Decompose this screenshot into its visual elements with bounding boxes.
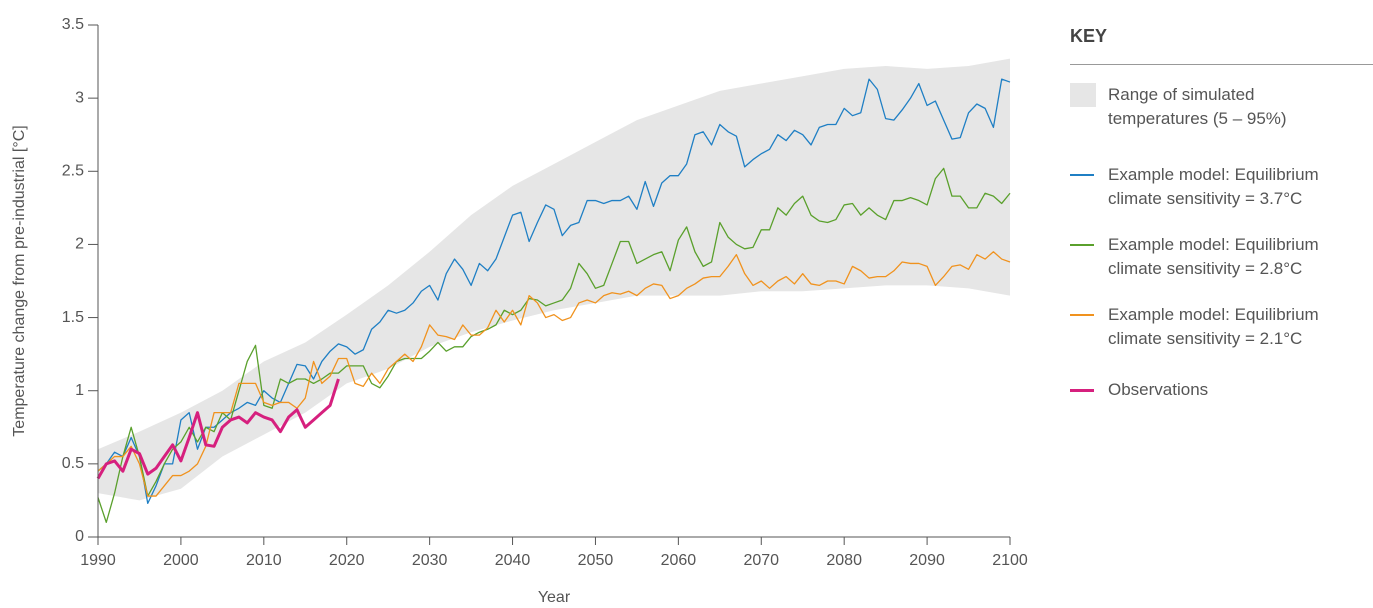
x-tick-label: 2100: [992, 552, 1028, 569]
legend-title: KEY: [1070, 26, 1108, 46]
legend-swatch: [1070, 314, 1094, 316]
y-tick-label: 2.5: [62, 163, 84, 180]
x-tick-label: 2050: [578, 552, 614, 569]
legend-label: Example model: Equilibrium climate sensi…: [1108, 235, 1319, 278]
legend-label: Example model: Equilibrium climate sensi…: [1108, 305, 1319, 348]
legend-label: Range of simulated temperatures (5 – 95%…: [1108, 85, 1287, 128]
y-axis-title: Temperature change from pre-industrial […: [11, 125, 28, 436]
y-tick-label: 1.5: [62, 309, 84, 326]
x-tick-label: 2030: [412, 552, 448, 569]
y-tick-label: 0: [75, 528, 84, 545]
x-tick-label: 2080: [826, 552, 862, 569]
x-tick-label: 2070: [743, 552, 779, 569]
series-line: [97, 251, 1011, 497]
x-tick-label: 2010: [246, 552, 282, 569]
x-tick-label: 2020: [329, 552, 365, 569]
legend-swatch: [1070, 244, 1094, 246]
legend-swatch: [1070, 388, 1094, 392]
range-band: [98, 58, 1010, 501]
y-tick-label: 3: [75, 89, 84, 106]
legend-swatch: [1070, 83, 1096, 107]
y-tick-label: 2: [75, 236, 84, 253]
x-tick-label: 1990: [80, 552, 116, 569]
legend-label: Observations: [1108, 380, 1209, 399]
y-tick-label: 1: [75, 382, 84, 399]
legend-label: Example model: Equilibrium climate sensi…: [1108, 165, 1319, 208]
y-tick-label: 0.5: [62, 455, 84, 472]
legend-rule: [1070, 64, 1373, 65]
legend: KEY Range of simulated temperatures (5 –…: [1070, 26, 1373, 399]
x-axis-title: Year: [538, 589, 571, 606]
series-line: [97, 78, 1011, 505]
chart: Year Temperature change from pre-industr…: [11, 16, 1028, 606]
x-tick-label: 2040: [495, 552, 531, 569]
x-tick-label: 2000: [163, 552, 199, 569]
series-line: [97, 167, 1011, 524]
x-tick-label: 2060: [661, 552, 697, 569]
plot-area: [96, 58, 1011, 524]
legend-swatch: [1070, 174, 1094, 176]
x-tick-label: 2090: [909, 552, 945, 569]
y-tick-label: 3.5: [62, 16, 84, 33]
series-line: [96, 378, 340, 480]
